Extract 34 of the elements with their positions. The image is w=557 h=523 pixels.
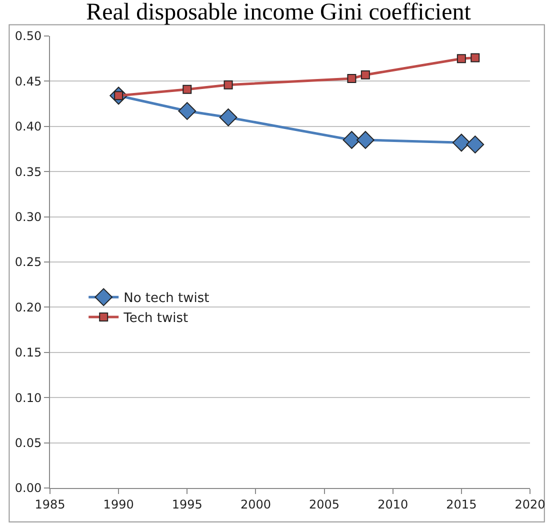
x-tick-label: 2005 (309, 497, 340, 512)
y-tick-label: 0.10 (14, 390, 42, 405)
x-tick-label: 1990 (103, 497, 134, 512)
legend-label: No tech twist (124, 291, 210, 306)
y-tick-label: 0.00 (14, 481, 42, 496)
y-tick-label: 0.45 (14, 74, 42, 88)
x-tick-label: 1985 (34, 497, 66, 512)
y-tick-label: 0.50 (14, 29, 42, 44)
point (347, 74, 356, 83)
y-tick-label: 0.40 (14, 120, 42, 134)
point (224, 80, 233, 90)
point (178, 102, 196, 120)
x-tick-label: 2015 (446, 497, 477, 512)
x-tick-label: 2010 (378, 497, 408, 512)
x-tick-label: 2000 (240, 497, 271, 512)
point (456, 54, 466, 64)
legend-label: Tech twist (122, 311, 188, 326)
point (219, 108, 238, 126)
point (182, 84, 192, 94)
point (470, 53, 480, 62)
chart-title: Real disposable income Gini coefficient (86, 0, 472, 26)
y-tick-label: 0.25 (14, 255, 42, 270)
point (342, 131, 361, 149)
point (452, 134, 470, 152)
y-tick-label: 0.05 (14, 436, 42, 450)
x-tick-label: 2020 (514, 497, 546, 512)
y-tick-label: 0.30 (14, 210, 42, 224)
point (466, 136, 484, 154)
point (360, 70, 370, 80)
point (356, 131, 374, 149)
y-tick-label: 0.15 (14, 346, 42, 360)
y-tick-label: 0.35 (14, 164, 42, 179)
x-tick-label: 1995 (172, 497, 202, 512)
y-tick-label: 0.20 (14, 300, 42, 314)
